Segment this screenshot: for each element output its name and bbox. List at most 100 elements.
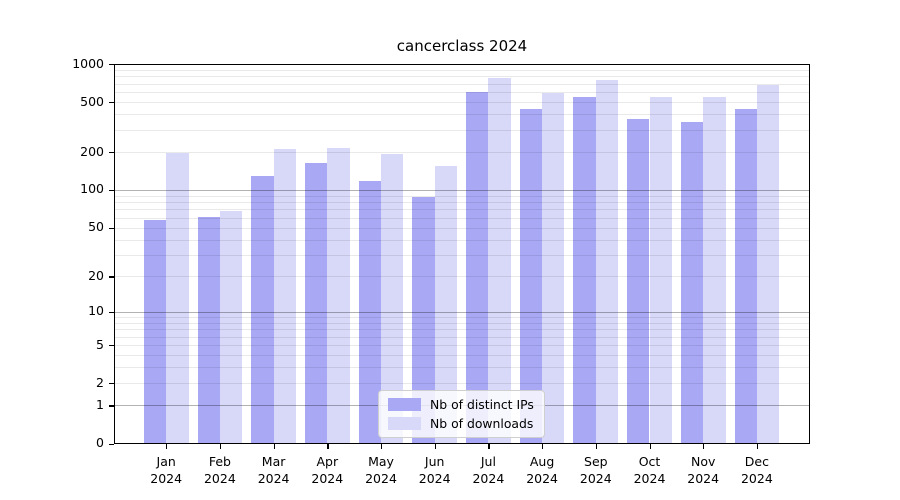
bar-downloads-dec — [756, 84, 780, 444]
bar-downloads-sep — [595, 80, 619, 444]
gridline-minor — [114, 227, 810, 229]
gridline-minor — [114, 152, 810, 154]
x-tick-mark — [273, 443, 275, 449]
x-tick-mark — [542, 443, 544, 449]
x-tick-mark — [756, 443, 759, 449]
gridline-minor — [114, 239, 810, 241]
chart-title: cancerclass 2024 — [396, 37, 528, 55]
y-tick-mark — [108, 64, 114, 66]
x-tick-label-jul: Jul 2024 — [472, 453, 505, 486]
legend-item-downloads: Nb of downloads — [388, 416, 535, 431]
legend: Nb of distinct IPs Nb of downloads — [378, 390, 545, 438]
y-tick-mark — [108, 102, 114, 104]
y-tick-mark — [108, 443, 114, 445]
y-tick-mark — [108, 152, 114, 154]
gridline-minor — [114, 336, 810, 338]
y-tick-label: 20 — [88, 267, 104, 283]
bar-distinct-ips-apr — [304, 163, 328, 444]
bar-downloads-aug — [542, 92, 565, 444]
y-tick-mark — [108, 383, 114, 385]
bar-distinct-ips-jun — [412, 196, 435, 444]
x-tick-label-may: May 2024 — [365, 453, 397, 486]
legend-item-distinct-ips: Nb of distinct IPs — [388, 397, 535, 412]
x-tick-mark — [595, 443, 598, 449]
y-tick-label: 500 — [80, 93, 104, 109]
bar-distinct-ips-jan — [143, 219, 167, 444]
gridline-minor — [114, 355, 810, 357]
x-tick-label-feb: Feb 2024 — [203, 453, 236, 486]
gridline-minor — [114, 383, 810, 385]
x-tick-label-jun: Jun 2024 — [418, 453, 451, 486]
legend-label-downloads: Nb of downloads — [430, 416, 534, 431]
gridline-minor — [114, 254, 810, 256]
x-tick-mark — [434, 443, 436, 449]
y-tick-label: 200 — [80, 143, 104, 159]
x-tick-mark — [703, 443, 705, 449]
x-tick-label-aug: Aug 2024 — [526, 453, 558, 486]
gridline-minor — [114, 345, 810, 347]
x-tick-mark — [488, 443, 490, 449]
bar-downloads-feb — [219, 210, 243, 444]
gridline-minor — [114, 92, 810, 94]
gridline-minor — [114, 69, 810, 71]
gridline-minor — [114, 83, 810, 85]
y-tick-label: 1000 — [72, 55, 104, 71]
distinct-ips-swatch — [388, 398, 421, 411]
gridline-minor — [114, 329, 810, 331]
bar-distinct-ips-may — [358, 181, 381, 444]
gridline-minor — [114, 195, 810, 197]
bar-distinct-ips-oct — [627, 118, 650, 444]
gridline-minor — [114, 114, 810, 116]
gridline-minor — [114, 276, 810, 278]
x-tick-label-sep: Sep 2024 — [579, 453, 612, 486]
gridline-major — [114, 189, 810, 191]
bar-distinct-ips-mar — [251, 175, 274, 444]
y-tick-label: 0 — [96, 435, 104, 450]
bar-downloads-jan — [166, 153, 189, 444]
x-tick-label-apr: Apr 2024 — [311, 453, 344, 486]
bar-downloads-may — [381, 154, 404, 444]
bar-downloads-mar — [273, 149, 296, 444]
gridline-minor — [114, 322, 810, 324]
bar-downloads-apr — [327, 148, 350, 444]
bar-distinct-ips-sep — [573, 96, 596, 444]
y-tick-label: 2 — [96, 374, 104, 390]
x-tick-mark — [166, 443, 168, 449]
bar-distinct-ips-dec — [734, 109, 757, 444]
y-tick-label: 10 — [88, 303, 104, 319]
x-tick-mark — [219, 443, 222, 449]
legend-label-distinct-ips: Nb of distinct IPs — [430, 397, 534, 412]
bar-distinct-ips-aug — [519, 109, 543, 444]
gridline-minor — [114, 102, 810, 104]
x-tick-label-jan: Jan 2024 — [150, 453, 183, 486]
y-tick-label: 1 — [96, 396, 104, 412]
y-tick-mark — [108, 189, 114, 192]
x-tick-label-mar: Mar 2024 — [257, 453, 290, 486]
gridline-minor — [114, 202, 810, 204]
bar-downloads-jun — [434, 166, 458, 444]
bar-distinct-ips-feb — [197, 216, 220, 444]
gridline-minor — [114, 317, 810, 319]
y-tick-mark — [108, 345, 114, 347]
x-tick-mark — [381, 443, 383, 449]
bar-downloads-oct — [649, 96, 672, 444]
gridline-minor — [114, 367, 810, 369]
gridline-minor — [114, 130, 810, 131]
y-tick-label: 50 — [88, 219, 104, 235]
x-tick-mark — [649, 443, 651, 449]
y-tick-label: 100 — [80, 181, 104, 197]
y-tick-label: 5 — [96, 336, 104, 352]
x-tick-label-oct: Oct 2024 — [633, 453, 666, 486]
bar-downloads-nov — [703, 96, 726, 444]
gridline-minor — [114, 76, 810, 78]
y-tick-mark — [108, 311, 114, 314]
x-tick-label-dec: Dec 2024 — [740, 453, 773, 486]
bar-downloads-jul — [488, 77, 511, 444]
gridline-minor — [114, 217, 810, 219]
bar-distinct-ips-nov — [680, 121, 704, 444]
bar-distinct-ips-jul — [466, 92, 489, 444]
gridline-major — [114, 311, 810, 313]
y-tick-mark — [108, 276, 114, 278]
y-tick-mark — [108, 227, 114, 229]
